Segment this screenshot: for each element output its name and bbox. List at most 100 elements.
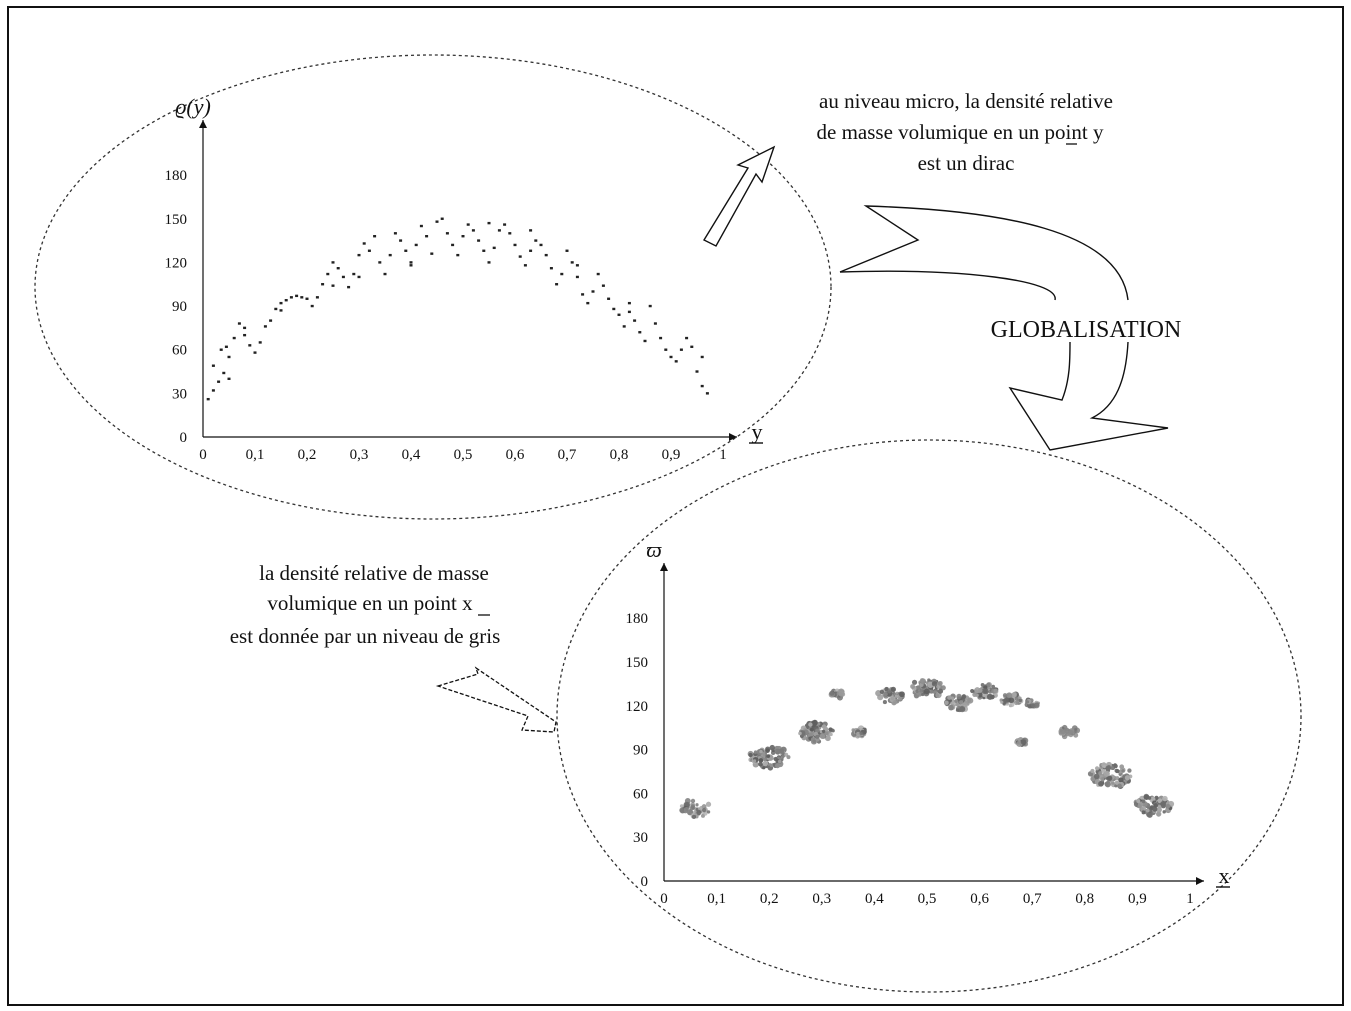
micro-scatter-chart: 0 0,1 0,2 0,3 0,4 0,5 0,6 0,7 0,8 0,9 1 0 30 60 90 120 1… bbox=[165, 94, 763, 463]
y-axis-arrow bbox=[660, 563, 668, 571]
data-point bbox=[263, 325, 267, 328]
cluster-dot bbox=[775, 763, 781, 769]
data-point bbox=[232, 336, 236, 340]
cluster-dot bbox=[977, 689, 982, 693]
cluster-dot bbox=[762, 760, 769, 767]
data-point bbox=[581, 293, 585, 296]
data-point bbox=[227, 377, 231, 380]
data-point bbox=[409, 264, 413, 267]
cluster-dot bbox=[950, 696, 955, 700]
x-axis-label: y bbox=[752, 419, 763, 444]
cluster-dot bbox=[1141, 799, 1146, 804]
cluster-dot bbox=[828, 727, 833, 732]
data-point bbox=[544, 253, 548, 257]
y-axis-label: ϱ(y) bbox=[175, 94, 211, 119]
data-point bbox=[310, 304, 314, 308]
cluster-dot bbox=[1162, 795, 1168, 802]
data-point bbox=[237, 322, 241, 325]
x-tick-label: 0,5 bbox=[454, 447, 473, 463]
data-point bbox=[575, 275, 579, 279]
data-point bbox=[243, 326, 247, 330]
data-point bbox=[211, 389, 215, 392]
data-point bbox=[336, 267, 340, 270]
micro-annotation-line-3: est un dirac bbox=[918, 151, 1015, 175]
y-tick-label: 150 bbox=[165, 212, 188, 228]
data-point bbox=[258, 341, 262, 344]
data-point bbox=[549, 267, 553, 270]
data-point bbox=[206, 397, 210, 401]
cluster-dot bbox=[1117, 783, 1122, 789]
y-tick-label: 120 bbox=[165, 255, 188, 271]
cluster-dot bbox=[1058, 728, 1065, 735]
cluster-dot bbox=[758, 761, 763, 767]
cluster-dot bbox=[1073, 732, 1079, 738]
cluster-dot bbox=[937, 688, 944, 694]
data-point bbox=[477, 239, 481, 242]
data-point bbox=[471, 229, 475, 232]
cluster-dot bbox=[921, 692, 925, 697]
cluster-dot bbox=[1009, 702, 1015, 708]
cluster-dot bbox=[825, 735, 831, 742]
cluster-dot bbox=[1014, 696, 1019, 701]
density-cluster bbox=[679, 797, 712, 819]
data-point bbox=[633, 319, 637, 322]
cluster-dot bbox=[883, 692, 888, 697]
cluster-dot bbox=[927, 681, 934, 688]
cluster-dot bbox=[1165, 803, 1171, 809]
cluster-dot bbox=[753, 750, 758, 754]
data-point bbox=[430, 252, 434, 255]
cluster-dot bbox=[829, 690, 835, 696]
y-axis-label: ϖ bbox=[646, 537, 662, 562]
macro-annotation: la densité relative de masse volumique e… bbox=[230, 561, 501, 648]
cluster-dot bbox=[1020, 739, 1027, 745]
cluster-dot bbox=[959, 700, 964, 705]
y-tick-label: 0 bbox=[641, 874, 649, 890]
cluster-dot bbox=[1155, 811, 1162, 817]
x-axis-arrow bbox=[1196, 877, 1204, 885]
macro-annotation-line-3: est donnée par un niveau de gris bbox=[230, 624, 501, 648]
data-point bbox=[664, 348, 668, 351]
data-point bbox=[565, 249, 569, 252]
data-point bbox=[617, 313, 621, 316]
x-tick-label: 0,1 bbox=[246, 447, 265, 463]
cluster-dot bbox=[955, 708, 960, 712]
x-tick-label: 0,6 bbox=[970, 891, 989, 907]
cluster-dot bbox=[1110, 781, 1115, 785]
data-point bbox=[414, 243, 418, 247]
cluster-dot bbox=[956, 693, 962, 700]
data-point bbox=[627, 310, 631, 314]
density-cluster bbox=[828, 688, 846, 701]
cluster-dot bbox=[774, 748, 781, 755]
data-point bbox=[388, 253, 392, 257]
data-point bbox=[466, 223, 470, 226]
cluster-dot bbox=[927, 678, 931, 682]
cluster-dot bbox=[1152, 806, 1158, 812]
cluster-dot bbox=[748, 752, 753, 758]
cluster-dot bbox=[981, 688, 988, 694]
y-tick-label: 120 bbox=[626, 699, 649, 715]
data-point bbox=[248, 344, 252, 347]
data-point bbox=[305, 297, 309, 300]
density-cluster bbox=[1024, 697, 1040, 709]
density-cluster bbox=[850, 725, 867, 739]
cluster-dot bbox=[696, 810, 702, 816]
x-axis-arrow bbox=[729, 433, 737, 441]
data-point bbox=[331, 261, 335, 264]
cluster-dot bbox=[781, 755, 785, 759]
cluster-dot bbox=[690, 798, 696, 804]
cluster-dot bbox=[1008, 697, 1015, 704]
data-point bbox=[638, 331, 642, 334]
data-point bbox=[497, 229, 501, 232]
density-cluster bbox=[970, 682, 999, 700]
outer-frame bbox=[7, 6, 1344, 1006]
data-point bbox=[659, 336, 663, 340]
cluster-dot bbox=[1033, 702, 1040, 709]
data-point bbox=[383, 272, 387, 276]
cluster-dot bbox=[1140, 805, 1146, 812]
macro-annotation-line-1: la densité relative de masse bbox=[259, 561, 489, 585]
data-point bbox=[269, 319, 273, 322]
density-cluster bbox=[910, 678, 946, 699]
x-tick-label: 0,6 bbox=[506, 447, 525, 463]
cluster-dot bbox=[961, 694, 967, 699]
cluster-dot bbox=[769, 763, 774, 768]
